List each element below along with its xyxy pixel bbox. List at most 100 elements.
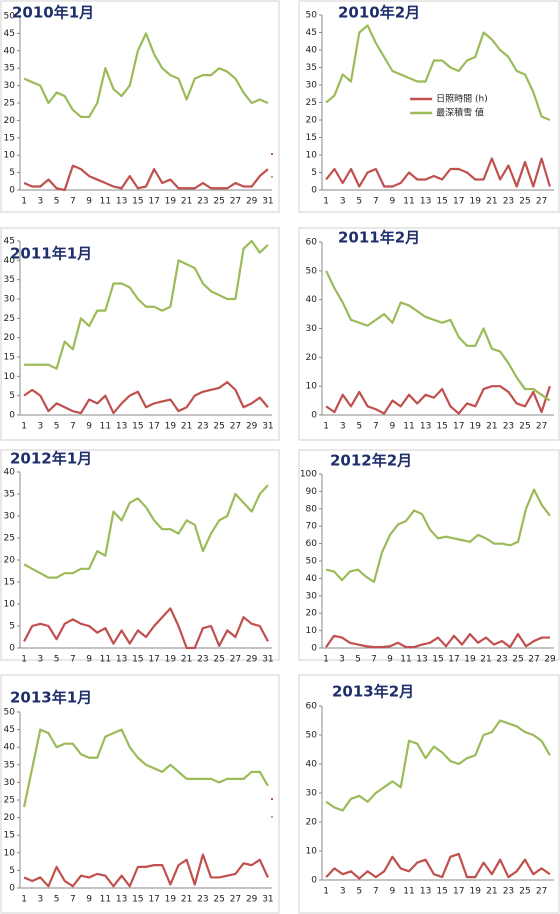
y-tick-label: 30 <box>4 81 16 91</box>
y-tick-label: 0 <box>311 876 317 886</box>
x-tick-label: 5 <box>356 887 362 897</box>
y-tick-label: 40 <box>4 743 16 753</box>
x-tick-label: 11 <box>403 422 414 432</box>
x-tick-label: 3 <box>37 895 43 905</box>
x-tick-label: 17 <box>453 887 464 897</box>
x-tick-label: 27 <box>536 197 547 207</box>
y-tick-label: 0 <box>9 411 15 421</box>
chart-title: 2011年2月 <box>338 229 420 247</box>
x-tick-label: 17 <box>448 655 459 665</box>
x-tick-label: 7 <box>373 197 379 207</box>
y-tick-label: 5 <box>9 391 15 401</box>
panel-border <box>298 227 560 441</box>
x-tick-label: 23 <box>503 422 514 432</box>
y-tick-label: 30 <box>306 789 318 799</box>
y-tick-label: 0 <box>311 186 317 196</box>
x-tick-label: 25 <box>512 655 523 665</box>
x-tick-label: 9 <box>86 197 92 207</box>
x-tick-label: 27 <box>536 887 547 897</box>
y-tick-label: 40 <box>306 46 318 56</box>
x-tick-label: 21 <box>480 655 491 665</box>
panel-border <box>0 0 280 213</box>
series-line <box>23 607 269 650</box>
x-tick-label: 9 <box>390 887 396 897</box>
chart-title: 2010年1月 <box>12 4 94 22</box>
y-tick-label: 15 <box>4 578 15 588</box>
x-tick-label: 21 <box>486 197 497 207</box>
legend-label: 日照時間 (h) <box>436 94 488 105</box>
x-tick-label: 13 <box>420 197 431 207</box>
x-tick-label: 9 <box>390 197 396 207</box>
x-tick-label: 25 <box>519 887 530 897</box>
x-tick-label: 11 <box>400 655 411 665</box>
x-tick-label: 5 <box>54 197 60 207</box>
x-tick-label: 27 <box>230 895 241 905</box>
y-tick-label: 25 <box>306 98 317 108</box>
y-tick-label: 50 <box>306 731 318 741</box>
y-tick-label: 20 <box>4 333 16 343</box>
y-tick-label: 5 <box>311 168 317 178</box>
y-tick-label: 10 <box>306 847 318 857</box>
y-tick-label: 40 <box>4 256 16 266</box>
x-tick-label: 1 <box>21 197 27 207</box>
y-tick-label: 10 <box>4 600 16 610</box>
x-tick-label: 5 <box>54 422 60 432</box>
series-line <box>325 270 551 402</box>
series-line <box>23 164 269 192</box>
legend-remnant <box>271 176 273 178</box>
y-tick-label: 60 <box>306 539 318 549</box>
x-tick-label: 3 <box>340 197 346 207</box>
series-line <box>325 488 551 583</box>
x-tick-label: 3 <box>339 655 345 665</box>
y-tick-label: 20 <box>4 556 16 566</box>
y-tick-label: 0 <box>311 644 317 654</box>
y-tick-label: 50 <box>306 266 318 276</box>
x-tick-label: 5 <box>54 655 60 665</box>
y-tick-label: 90 <box>306 487 318 497</box>
x-tick-label: 7 <box>373 887 379 897</box>
y-tick-label: 30 <box>4 295 16 305</box>
y-tick-label: 50 <box>306 557 318 567</box>
x-tick-label: 7 <box>70 655 76 665</box>
x-tick-label: 19 <box>470 887 482 897</box>
y-tick-label: 25 <box>4 99 15 109</box>
panel-border <box>0 674 280 914</box>
x-tick-label: 25 <box>213 895 224 905</box>
x-tick-label: 27 <box>536 422 547 432</box>
x-tick-label: 15 <box>432 655 443 665</box>
x-tick-label: 17 <box>148 422 159 432</box>
x-tick-label: 5 <box>54 895 60 905</box>
panel-border <box>298 449 560 661</box>
x-tick-label: 23 <box>197 422 208 432</box>
x-tick-label: 15 <box>132 422 143 432</box>
x-tick-label: 25 <box>519 422 530 432</box>
y-tick-label: 10 <box>306 151 318 161</box>
panel-border <box>298 0 560 213</box>
x-tick-label: 7 <box>373 422 379 432</box>
x-tick-label: 13 <box>116 895 127 905</box>
x-tick-label: 27 <box>230 197 241 207</box>
x-tick-label: 25 <box>213 197 224 207</box>
x-tick-label: 23 <box>197 895 208 905</box>
x-tick-label: 13 <box>416 655 427 665</box>
y-tick-label: 80 <box>306 504 318 514</box>
x-tick-label: 19 <box>470 197 482 207</box>
y-tick-label: 30 <box>4 778 16 788</box>
y-tick-label: 10 <box>4 848 16 858</box>
x-tick-label: 21 <box>181 197 192 207</box>
x-tick-label: 15 <box>436 887 447 897</box>
y-tick-label: 20 <box>306 818 318 828</box>
y-tick-label: 40 <box>4 468 16 478</box>
x-tick-label: 3 <box>37 422 43 432</box>
chart-title: 2013年2月 <box>332 683 414 701</box>
x-tick-label: 3 <box>37 197 43 207</box>
y-tick-label: 70 <box>306 522 318 532</box>
x-tick-label: 21 <box>181 895 192 905</box>
x-tick-label: 21 <box>486 887 497 897</box>
y-tick-label: 60 <box>306 238 318 248</box>
x-tick-label: 21 <box>486 422 497 432</box>
y-tick-label: 15 <box>4 353 15 363</box>
y-tick-label: 35 <box>306 63 317 73</box>
x-tick-label: 15 <box>436 197 447 207</box>
y-tick-label: 40 <box>306 574 318 584</box>
